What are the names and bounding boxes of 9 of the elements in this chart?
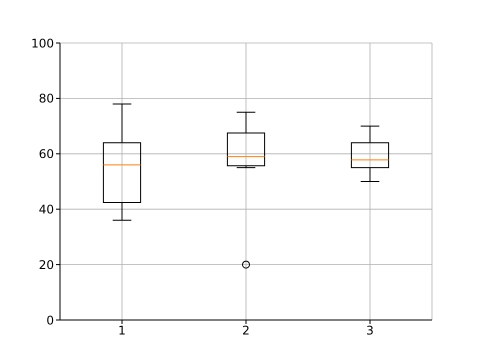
x-tick-label: 3 (366, 324, 374, 338)
y-tick-label: 60 (38, 147, 54, 162)
x-tick-label: 2 (242, 324, 250, 338)
y-tick-label: 20 (38, 258, 54, 272)
y-tick-label: 0 (46, 313, 54, 328)
x-tick-label: 1 (118, 324, 126, 338)
y-tick-label: 80 (38, 92, 54, 106)
y-tick-label: 40 (38, 202, 54, 216)
y-tick-label: 100 (31, 36, 54, 50)
